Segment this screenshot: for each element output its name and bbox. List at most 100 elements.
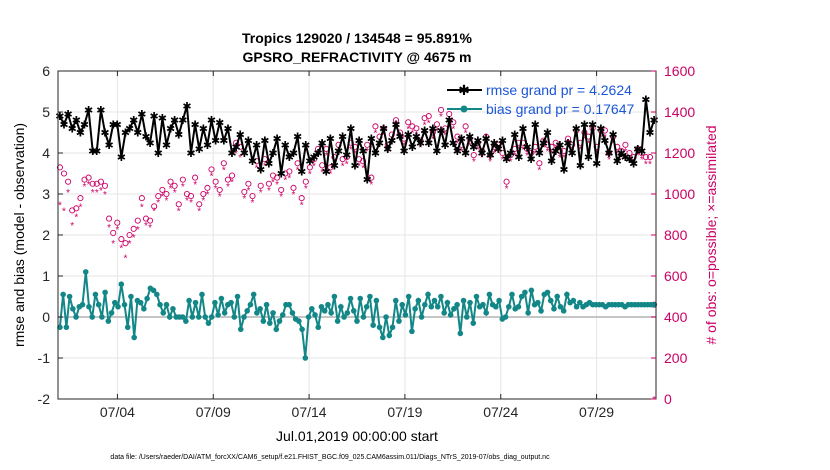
rmse-point: ✱ <box>563 138 572 150</box>
bias-point <box>315 324 322 331</box>
possible-obs-marker <box>503 178 510 185</box>
bias-point <box>577 299 583 306</box>
assimilated-obs-marker: * <box>419 143 423 154</box>
rmse-point: ✱ <box>141 132 150 144</box>
bias-point <box>473 293 480 300</box>
bias-point <box>221 310 228 316</box>
rmse-point: ✱ <box>608 130 617 142</box>
legend-bias-label: bias grand pr = 0.17647 <box>486 101 634 117</box>
possible-obs-marker <box>298 195 305 202</box>
bias-point <box>341 314 347 320</box>
rmse-point: ✱ <box>580 119 589 131</box>
rmse-point: ✱ <box>645 128 654 140</box>
assimilated-obs-marker: * <box>357 161 361 172</box>
assimilated-obs-marker: * <box>435 126 439 137</box>
y-axis-label-left: rmse and bias (model - observation) <box>11 123 27 347</box>
rmse-point: ✱ <box>436 125 445 137</box>
rmse-point: ✱ <box>498 136 507 148</box>
assimilated-obs-marker: * <box>455 139 459 150</box>
rmse-point: ✱ <box>535 148 544 160</box>
assimilated-obs-marker: * <box>95 188 99 199</box>
y-tick-label-left: 4 <box>42 145 50 161</box>
assimilated-obs-marker: * <box>427 118 431 129</box>
bias-point <box>108 310 115 316</box>
bias-point <box>447 312 454 318</box>
assimilated-obs-marker: * <box>287 174 291 185</box>
possible-obs-marker <box>228 172 236 179</box>
possible-obs-marker <box>642 154 649 161</box>
rmse-point: ✱ <box>367 134 376 146</box>
bias-point <box>493 303 499 310</box>
bias-point <box>105 318 112 324</box>
rmse-point: ✱ <box>277 169 286 181</box>
possible-obs-marker <box>212 178 219 185</box>
assimilated-obs-marker: * <box>496 147 500 158</box>
y-tick-label-left: 3 <box>42 186 50 202</box>
possible-obs-marker <box>372 123 379 130</box>
y-tick-label-left: -1 <box>38 350 51 366</box>
y-tick-label-right: 0 <box>664 391 672 407</box>
bias-point <box>302 355 309 361</box>
assimilated-obs-marker: * <box>451 124 455 135</box>
possible-obs-marker <box>101 182 109 189</box>
assimilated-obs-marker: * <box>83 182 87 193</box>
rmse-point: ✱ <box>64 109 73 121</box>
rmse-point: ✱ <box>68 123 77 135</box>
bias-point <box>289 310 296 316</box>
x-tick-label: 07/04 <box>100 404 135 420</box>
rmse-point: ✱ <box>137 109 146 121</box>
rmse-point: ✱ <box>375 138 384 150</box>
legend-rmse-label: rmse grand pr = 4.2624 <box>486 82 632 98</box>
rmse-point: ✱ <box>297 166 306 178</box>
rmse-point: ✱ <box>322 166 331 178</box>
rmse-point: ✱ <box>260 136 269 148</box>
rmse-point: ✱ <box>182 101 191 113</box>
possible-obs-marker <box>405 119 412 126</box>
bias-point <box>73 314 79 320</box>
x-tick-label: 07/09 <box>196 404 231 420</box>
possible-obs-marker <box>257 182 264 189</box>
rmse-point: ✱ <box>453 146 462 158</box>
assimilated-obs-marker: * <box>173 188 177 199</box>
assimilated-obs-marker: * <box>324 151 328 162</box>
bias-point <box>460 297 467 304</box>
legend: ✱ rmse grand pr = 4.2624 bias grand pr =… <box>447 82 634 117</box>
bias-point <box>554 293 561 300</box>
assimilated-obs-marker: * <box>623 147 627 158</box>
rmse-point: ✱ <box>371 148 380 160</box>
assimilated-obs-marker: * <box>177 206 181 217</box>
bias-point <box>502 314 509 320</box>
rmse-point: ✱ <box>440 140 449 152</box>
bias-point <box>370 322 376 329</box>
rmse-point: ✱ <box>481 134 490 146</box>
bias-point <box>415 297 422 304</box>
possible-obs-marker <box>413 125 420 132</box>
possible-obs-marker <box>122 240 129 247</box>
bias-point <box>451 306 457 312</box>
y-axis-label-right: # of obs: o=possible; ×=assimilated <box>703 125 719 344</box>
bias-point <box>334 318 341 324</box>
bias-point <box>92 291 99 298</box>
rmse-point: ✱ <box>96 105 105 117</box>
y-tick-label-right: 200 <box>664 350 688 366</box>
possible-obs-marker <box>134 217 141 224</box>
assimilated-obs-marker: * <box>205 190 209 201</box>
bias-point <box>118 281 125 288</box>
bias-point <box>234 293 241 300</box>
assimilated-obs-marker: * <box>509 157 513 168</box>
rmse-point: ✱ <box>465 132 474 144</box>
assimilated-obs-marker: * <box>148 223 152 234</box>
bias-point <box>263 301 270 308</box>
rmse-point: ✱ <box>240 148 249 160</box>
assimilated-obs-marker: * <box>320 167 324 178</box>
possible-obs-marker <box>130 225 137 232</box>
possible-obs-marker <box>626 149 633 157</box>
assimilated-obs-marker: * <box>369 180 373 191</box>
bias-point <box>547 297 554 304</box>
bias-point <box>312 312 318 318</box>
possible-obs-marker <box>425 113 432 120</box>
possible-obs-marker <box>187 192 195 200</box>
possible-obs-marker <box>151 203 158 210</box>
bias-point <box>150 287 157 294</box>
